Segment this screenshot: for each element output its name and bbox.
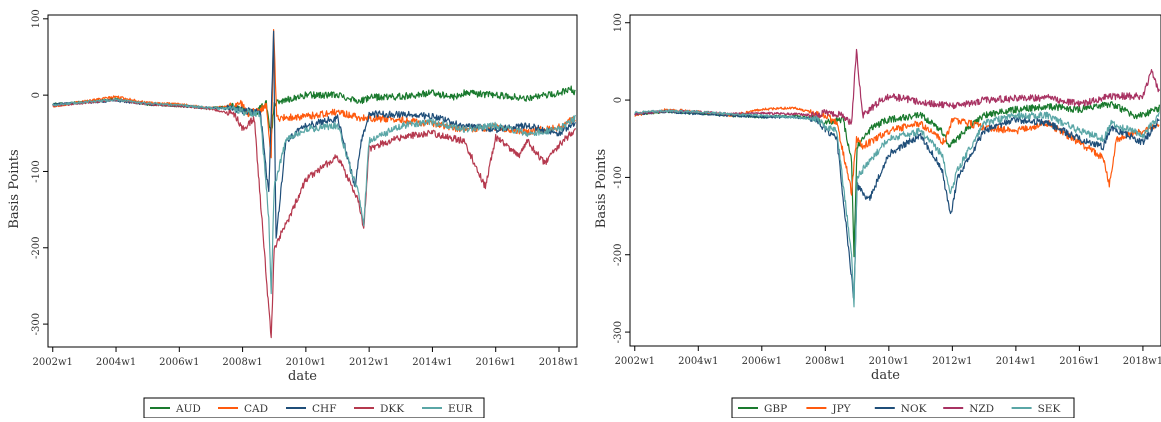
y-tick-label: -300 bbox=[31, 313, 42, 335]
x-tick-label: 2006w1 bbox=[159, 357, 199, 368]
series-line-nok bbox=[635, 111, 1160, 300]
legend-label-chf: CHF bbox=[312, 403, 336, 415]
x-tick-label: 2016w1 bbox=[1059, 356, 1099, 367]
x-tick-label: 2008w1 bbox=[222, 357, 262, 368]
x-tick-label: 2012w1 bbox=[349, 357, 389, 368]
legend-label-cad: CAD bbox=[244, 403, 268, 415]
series-line-sek bbox=[635, 110, 1160, 307]
y-tick-label: -200 bbox=[613, 244, 624, 266]
x-tick-label: 2018w1 bbox=[1123, 356, 1161, 367]
x-tick-label: 2010w1 bbox=[869, 356, 909, 367]
plot-area bbox=[48, 15, 577, 347]
legend-label-nzd: NZD bbox=[969, 403, 994, 415]
legend-label-gbp: GBP bbox=[764, 403, 787, 415]
y-tick-label: -300 bbox=[613, 321, 624, 343]
legend-label-sek: SEK bbox=[1038, 403, 1061, 415]
x-tick-label: 2018w1 bbox=[539, 357, 579, 368]
y-axis-title: Basis Points bbox=[594, 149, 609, 228]
chart-panel-2: 100 0 -100 -200 -300 2002w1 2004w1 2006w1 2008w1… bbox=[594, 13, 1161, 418]
legend-label-eur: EUR bbox=[448, 403, 474, 415]
x-tick-label: 2012w1 bbox=[932, 356, 972, 367]
x-axis-title: date bbox=[871, 368, 900, 383]
x-tick-label: 2004w1 bbox=[678, 356, 718, 367]
x-tick-label: 2014w1 bbox=[412, 357, 452, 368]
series-line-chf bbox=[53, 31, 576, 238]
x-tick-label: 2016w1 bbox=[476, 357, 516, 368]
x-tick-label: 2008w1 bbox=[805, 356, 845, 367]
x-axis-title: date bbox=[288, 369, 317, 384]
legend-label-nok: NOK bbox=[901, 403, 927, 415]
y-tick-label: 100 bbox=[31, 9, 42, 28]
x-tick-label: 2014w1 bbox=[996, 356, 1036, 367]
y-tick-label: -100 bbox=[31, 160, 42, 182]
x-tick-label: 2002w1 bbox=[615, 356, 655, 367]
series-line-dkk bbox=[53, 99, 576, 338]
x-tick-label: 2010w1 bbox=[286, 357, 326, 368]
y-tick-label: 100 bbox=[613, 13, 624, 32]
y-tick-label: -200 bbox=[31, 237, 42, 259]
x-tick-label: 2004w1 bbox=[96, 357, 136, 368]
y-tick-label: 0 bbox=[613, 97, 624, 103]
chart-panel-1: 100 0 -100 -200 -300 2002w1 2004w1 2006w1 2008w1… bbox=[7, 9, 579, 418]
legend-label-dkk: DKK bbox=[380, 403, 404, 415]
series-line-eur bbox=[53, 99, 576, 294]
legend-label-jpy: JPY bbox=[831, 403, 851, 415]
plot-area bbox=[630, 15, 1161, 346]
x-tick-label: 2006w1 bbox=[742, 356, 782, 367]
x-tick-label: 2002w1 bbox=[33, 357, 73, 368]
y-tick-label: 0 bbox=[31, 92, 42, 98]
series-line-jpy bbox=[635, 107, 1160, 195]
legend-label-aud: AUD bbox=[175, 403, 201, 415]
series-line-gbp bbox=[635, 102, 1160, 257]
y-axis-title: Basis Points bbox=[7, 149, 22, 228]
y-tick-label: -100 bbox=[613, 166, 624, 188]
